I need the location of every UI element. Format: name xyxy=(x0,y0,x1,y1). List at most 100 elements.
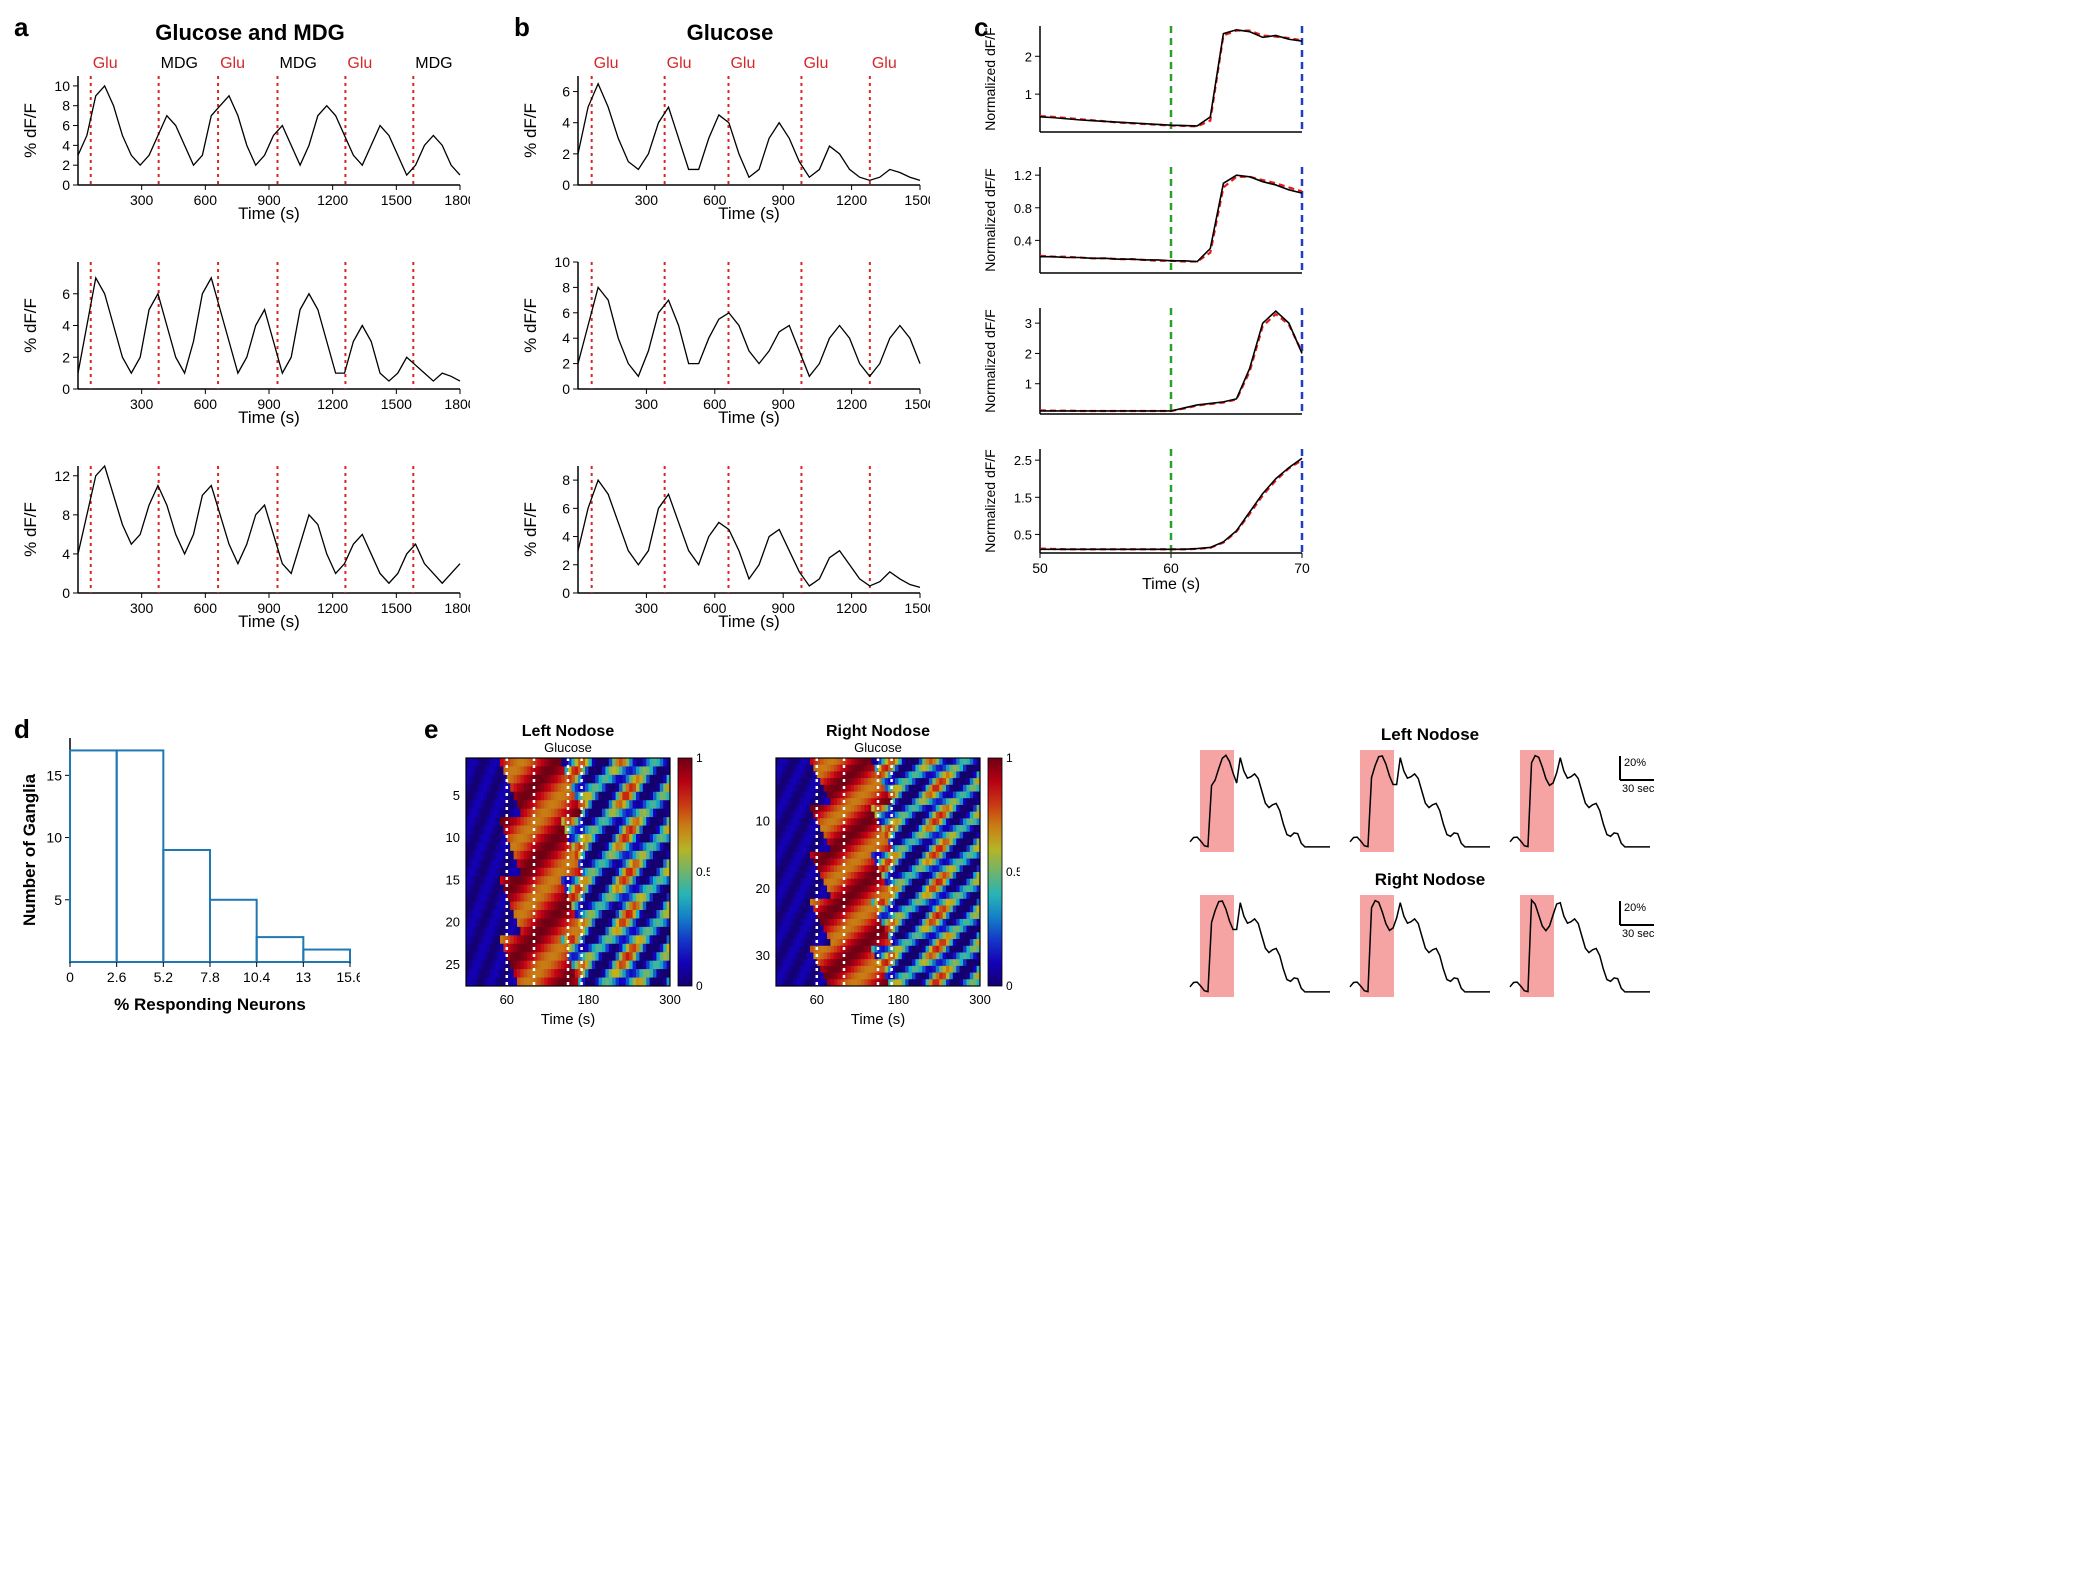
trace-plot: 04812300600900120015001800% dF/FTime (s) xyxy=(20,458,470,633)
panel-a: a Glucose and MDG 0246810300600900120015… xyxy=(20,20,480,662)
svg-text:Glu: Glu xyxy=(872,55,897,72)
panel-label-a: a xyxy=(14,12,28,43)
svg-text:2.5: 2.5 xyxy=(1014,453,1032,468)
svg-text:10.4: 10.4 xyxy=(243,969,270,985)
svg-text:0.5: 0.5 xyxy=(1014,527,1032,542)
svg-text:0: 0 xyxy=(696,979,703,993)
svg-text:Left Nodose: Left Nodose xyxy=(1381,725,1479,744)
figure-root: a Glucose and MDG 0246810300600900120015… xyxy=(20,20,2071,1032)
svg-text:1.5: 1.5 xyxy=(1014,490,1032,505)
svg-text:15: 15 xyxy=(46,767,62,783)
svg-text:50: 50 xyxy=(1032,560,1048,576)
svg-text:6: 6 xyxy=(562,305,570,321)
svg-text:4: 4 xyxy=(562,115,570,131)
svg-text:10: 10 xyxy=(46,830,62,846)
svg-text:0.8: 0.8 xyxy=(1014,201,1032,216)
svg-text:6: 6 xyxy=(62,286,70,302)
panel-a-title: Glucose and MDG xyxy=(20,20,480,46)
svg-text:300: 300 xyxy=(635,600,659,616)
histogram: 5101502.65.27.810.41315.6% Responding Ne… xyxy=(20,722,360,1022)
svg-text:Right Nodose: Right Nodose xyxy=(1375,870,1486,889)
svg-text:Left Nodose: Left Nodose xyxy=(522,723,615,740)
svg-text:300: 300 xyxy=(130,192,154,208)
svg-text:1200: 1200 xyxy=(836,600,867,616)
svg-text:4: 4 xyxy=(562,330,570,346)
svg-text:1: 1 xyxy=(696,751,703,765)
svg-text:600: 600 xyxy=(194,192,218,208)
svg-text:8: 8 xyxy=(562,472,570,488)
svg-text:7.8: 7.8 xyxy=(200,969,220,985)
svg-text:Time (s): Time (s) xyxy=(718,408,780,427)
svg-text:% dF/F: % dF/F xyxy=(21,103,40,158)
panel-e-traces: Left Nodose20%30 secRight Nodose20%30 se… xyxy=(1180,722,1680,1032)
svg-text:300: 300 xyxy=(659,992,681,1007)
svg-text:13: 13 xyxy=(296,969,312,985)
svg-text:1200: 1200 xyxy=(836,192,867,208)
panel-e: e Left NodoseGlucose51015202560180300Tim… xyxy=(430,722,1120,1032)
svg-text:300: 300 xyxy=(130,600,154,616)
panel-a-plots: 0246810300600900120015001800GluMDGGluMDG… xyxy=(20,50,480,638)
svg-text:1: 1 xyxy=(1006,751,1013,765)
svg-text:0: 0 xyxy=(62,177,70,193)
svg-text:10: 10 xyxy=(446,830,460,845)
svg-text:MDG: MDG xyxy=(415,55,452,72)
svg-text:0: 0 xyxy=(1006,979,1013,993)
svg-text:2: 2 xyxy=(62,157,70,173)
svg-text:20%: 20% xyxy=(1624,902,1646,914)
svg-text:600: 600 xyxy=(194,600,218,616)
svg-text:Time (s): Time (s) xyxy=(851,1011,905,1028)
svg-text:300: 300 xyxy=(635,192,659,208)
svg-text:8: 8 xyxy=(62,507,70,523)
svg-text:% Responding Neurons: % Responding Neurons xyxy=(114,995,306,1014)
row2: d 5101502.65.27.810.41315.6% Responding … xyxy=(20,722,1320,1032)
example-traces: Left Nodose20%30 sec xyxy=(1180,722,1680,862)
svg-text:5: 5 xyxy=(54,892,62,908)
svg-text:Glu: Glu xyxy=(347,55,372,72)
trace-plot: 024630060090012001500GluGluGluGluGlu% dF… xyxy=(520,50,930,225)
svg-text:8: 8 xyxy=(562,279,570,295)
svg-text:1200: 1200 xyxy=(317,192,348,208)
svg-text:Time (s): Time (s) xyxy=(541,1011,595,1028)
svg-text:Time (s): Time (s) xyxy=(1142,576,1200,593)
trace-plot: 0246830060090012001500% dF/FTime (s) xyxy=(520,458,930,633)
svg-text:8: 8 xyxy=(62,98,70,114)
svg-text:20: 20 xyxy=(446,915,460,930)
svg-text:Time (s): Time (s) xyxy=(718,204,780,223)
svg-text:1.2: 1.2 xyxy=(1014,168,1032,183)
panel-c: c 12Normalized dF/F0.40.81.2Normalized d… xyxy=(980,20,1320,662)
trace-plot: 0246810300600900120015001800GluMDGGluMDG… xyxy=(20,50,470,225)
svg-text:% dF/F: % dF/F xyxy=(521,502,540,557)
svg-text:Number of Ganglia: Number of Ganglia xyxy=(20,773,39,926)
svg-text:0: 0 xyxy=(62,585,70,601)
svg-text:Normalized dF/F: Normalized dF/F xyxy=(982,27,998,130)
svg-text:180: 180 xyxy=(578,992,600,1007)
svg-text:1: 1 xyxy=(1025,87,1032,102)
svg-text:2: 2 xyxy=(62,349,70,365)
svg-text:1800: 1800 xyxy=(444,600,470,616)
svg-text:600: 600 xyxy=(194,396,218,412)
svg-text:300: 300 xyxy=(130,396,154,412)
heatmap: Right NodoseGlucose10203060180300Time (s… xyxy=(740,722,1020,1032)
svg-text:70: 70 xyxy=(1294,560,1310,576)
svg-text:4: 4 xyxy=(62,318,70,334)
svg-text:5: 5 xyxy=(453,788,460,803)
svg-text:15.6: 15.6 xyxy=(336,969,360,985)
svg-text:Glu: Glu xyxy=(594,55,619,72)
svg-text:25: 25 xyxy=(446,957,460,972)
trace-plot: 0246300600900120015001800% dF/FTime (s) xyxy=(20,254,470,429)
svg-text:1500: 1500 xyxy=(381,600,412,616)
svg-text:300: 300 xyxy=(969,992,991,1007)
svg-text:1500: 1500 xyxy=(904,396,930,412)
svg-text:0: 0 xyxy=(562,585,570,601)
svg-text:6: 6 xyxy=(562,500,570,516)
svg-text:6: 6 xyxy=(562,84,570,100)
svg-text:60: 60 xyxy=(1163,560,1179,576)
svg-text:Normalized dF/F: Normalized dF/F xyxy=(982,449,998,552)
svg-text:20%: 20% xyxy=(1624,757,1646,769)
svg-text:Time (s): Time (s) xyxy=(238,204,300,223)
panel-b-title: Glucose xyxy=(520,20,940,46)
svg-text:Time (s): Time (s) xyxy=(718,612,780,631)
svg-text:MDG: MDG xyxy=(279,55,316,72)
svg-text:Glu: Glu xyxy=(93,55,118,72)
svg-text:0: 0 xyxy=(66,969,74,985)
